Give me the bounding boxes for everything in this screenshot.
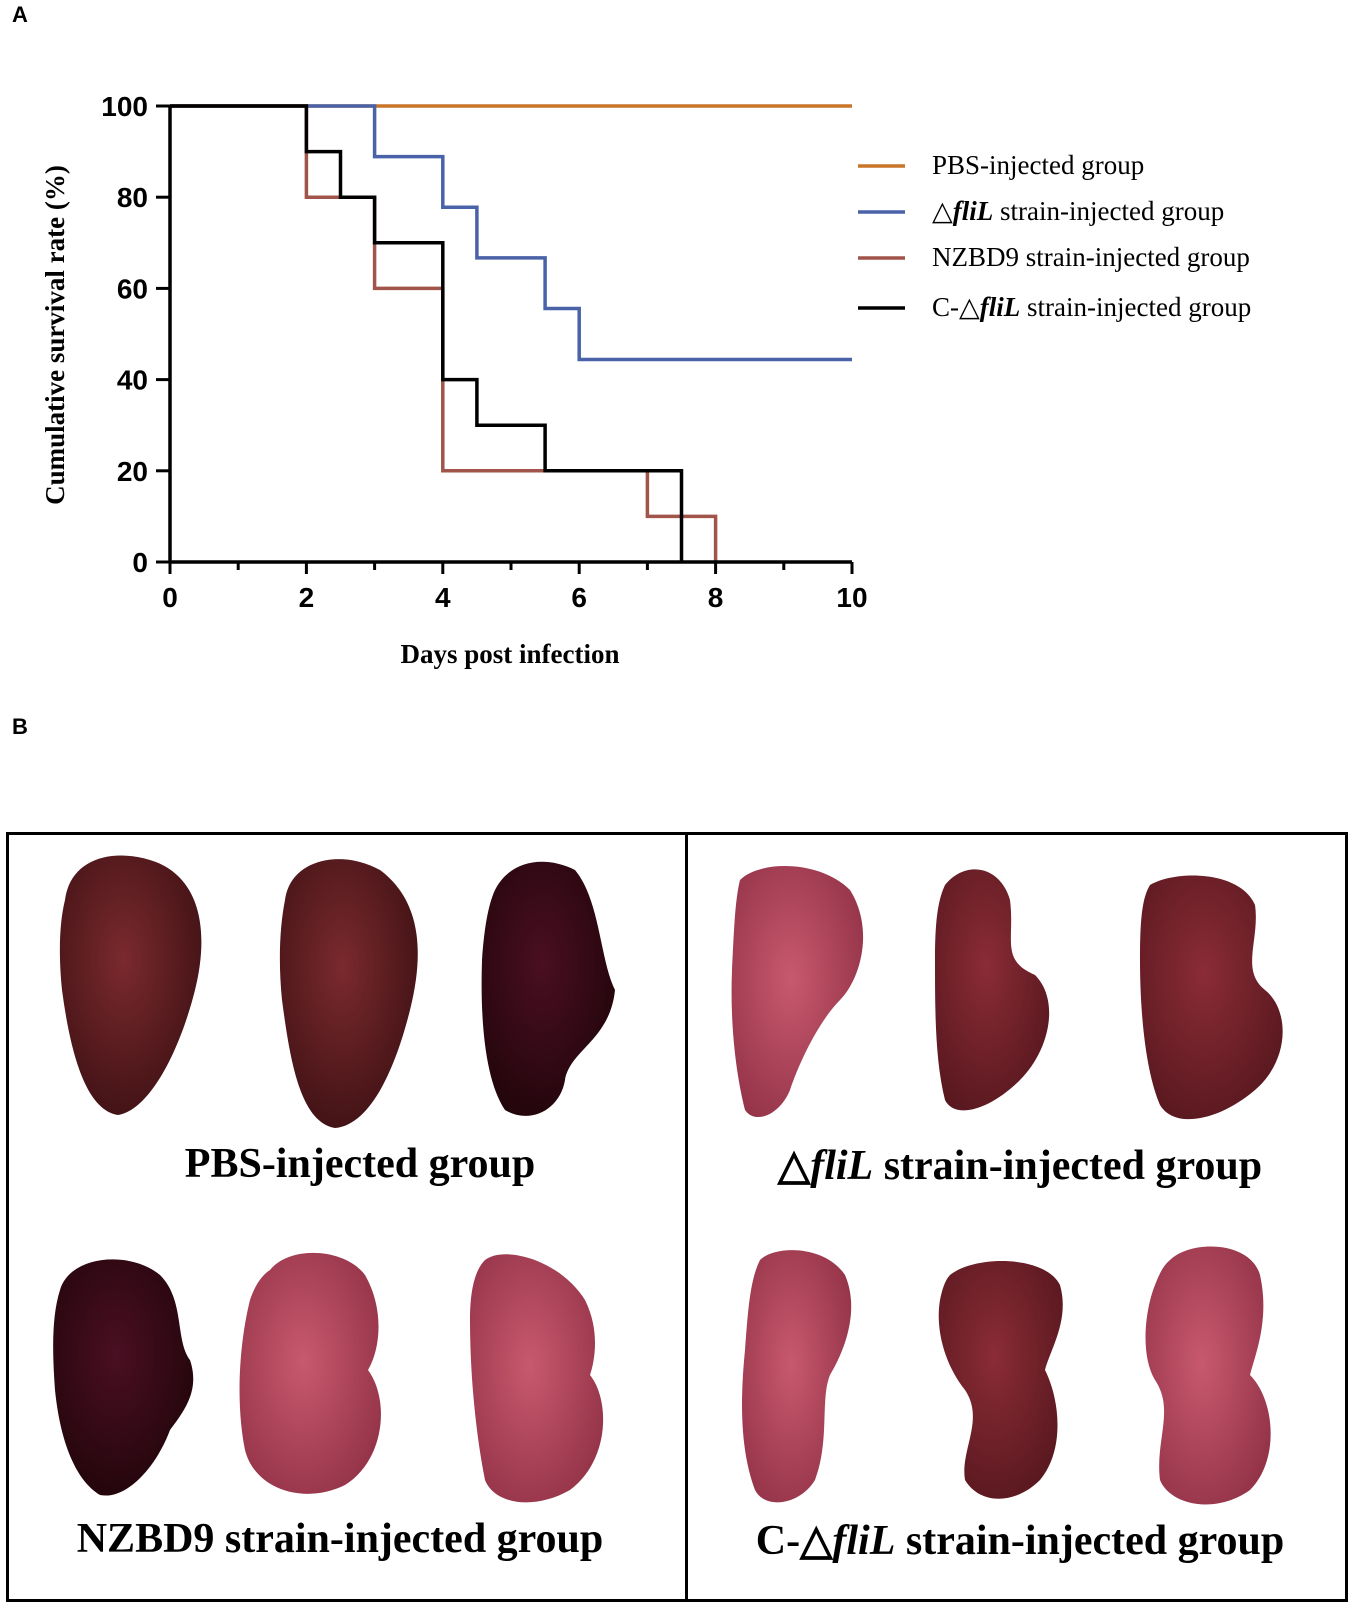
legend-label-3: NZBD9 strain-injected group [932,242,1250,272]
y-tick-label-1: 20 [117,456,148,487]
photo-grid-divider [685,832,688,1602]
spleen-cdflil-1 [742,1250,852,1503]
x-tick-label-3: 6 [571,582,587,613]
x-axis-title: Days post infection [400,639,619,669]
caption-dflil-gene: fliL [810,1143,874,1189]
legend-label-1: PBS-injected group [932,150,1144,180]
legend-layer: PBS-injected group △fliL strain-injected … [858,150,1251,322]
x-tick-label-2: 4 [435,582,451,613]
caption-cdflil-suffix: strain-injected group [895,1518,1285,1564]
x-tick-label-1: 2 [299,582,315,613]
spleen-nzbd9-3 [470,1254,604,1503]
legend-label-2: △fliL strain-injected group [932,196,1224,226]
y-tick-label-2: 40 [117,365,148,396]
spleen-dflil-1 [731,866,864,1118]
series-line-4 [170,104,684,562]
caption-cdflil-prefix: C-△ [755,1518,833,1564]
y-axis-title: Cumulative survival rate (%) [40,165,70,505]
caption-pbs-prefix: PBS-injected group [184,1141,536,1187]
caption-cdflil-group: C-△fliL strain-injected group [700,1515,1340,1565]
caption-cdflil-gene: fliL [832,1518,896,1564]
x-tick-label-5: 10 [836,582,867,613]
caption-pbs-group: PBS-injected group [60,1140,660,1188]
caption-dflil-group: △fliL strain-injected group [700,1140,1340,1190]
photo-grid-frame [6,832,1348,1602]
spleen-nzbd9-2 [239,1252,381,1494]
spleen-dflil-3 [1140,875,1283,1120]
spleen-cdflil-3 [1145,1246,1271,1505]
panel-label-a: A [12,2,28,27]
series-line-2 [170,104,852,362]
spleen-pbs-2 [279,859,418,1128]
caption-dflil-prefix: △ [777,1143,811,1189]
x-tick-label-4: 8 [708,582,724,613]
x-tick-label-0: 0 [162,582,178,613]
y-tick-label-5: 100 [101,91,148,122]
y-tick-label-4: 80 [117,182,148,213]
caption-nzbd9-group: NZBD9 strain-injected group [20,1515,660,1563]
y-tick-label-3: 60 [117,273,148,304]
caption-nzbd9-prefix: NZBD9 strain-injected group [76,1516,604,1562]
panel-label-b: B [12,714,28,739]
spleen-nzbd9-1 [53,1259,194,1496]
spleen-pbs-1 [59,855,202,1115]
legend-label-4: C-△fliL strain-injected group [932,292,1251,322]
caption-dflil-suffix: strain-injected group [873,1143,1263,1189]
spleen-cdflil-2 [938,1261,1063,1499]
y-tick-label-0: 0 [132,547,148,578]
spleen-pbs-3 [481,861,615,1116]
series-layer [170,104,852,562]
spleen-dflil-2 [935,869,1050,1111]
